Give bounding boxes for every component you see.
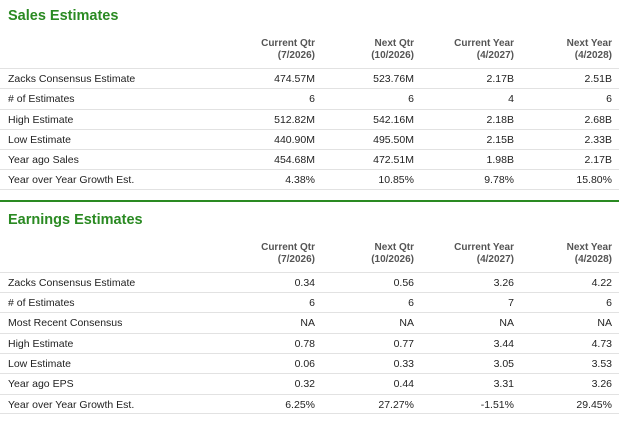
- table-cell: 3.26: [493, 276, 514, 289]
- table-cell: 6: [309, 93, 315, 106]
- row-label: Year ago Sales: [8, 154, 79, 167]
- table-row: Zacks Consensus Estimate 474.57M 523.76M 2.…: [0, 68, 619, 88]
- table-cell: 474.57M: [274, 73, 315, 85]
- table-row: Year over Year Growth Est. 4.38% 10.85% 9.7…: [0, 169, 619, 190]
- table-cell: NA: [399, 317, 414, 330]
- table-row: Low Estimate 0.06 0.33 3.05 3.53: [0, 352, 619, 373]
- table-row: High Estimate 0.78 0.77 3.44 4.73: [0, 332, 619, 353]
- table-cell: 3.26: [591, 378, 612, 391]
- table-cell: 440.90M: [274, 133, 315, 146]
- table-cell: 3.31: [493, 378, 514, 391]
- table-cell: 2.18B: [486, 113, 514, 126]
- table-cell: 0.78: [294, 337, 315, 350]
- table-cell: 0.44: [393, 378, 414, 391]
- sales-header-next-qtr: Next Qtr (10/2026): [371, 38, 414, 61]
- table-cell: 4.22: [591, 276, 612, 289]
- earnings-header-current-year: Current Year (4/2027): [454, 241, 514, 265]
- earnings-header-row: Current Qtr (7/2026) Next Qtr (10/2026) Cu…: [0, 232, 619, 272]
- earnings-header-next-qtr: Next Qtr (10/2026): [371, 241, 414, 265]
- row-label: Year over Year Growth Est.: [8, 398, 135, 411]
- table-cell: 7: [508, 297, 514, 310]
- row-label: Zacks Consensus Estimate: [8, 73, 136, 85]
- earnings-estimates-section: Earnings Estimates Current Qtr (7/2026) N…: [0, 202, 619, 414]
- earnings-header-next-year: Next Year (4/2028): [566, 241, 612, 265]
- table-row: Year ago EPS 0.32 0.44 3.31 3.26: [0, 373, 619, 393]
- sales-estimates-title: Sales Estimates: [8, 8, 119, 24]
- table-cell: 2.15B: [486, 133, 514, 146]
- table-cell: 6.25%: [285, 398, 315, 411]
- table-cell: 6: [408, 297, 414, 310]
- table-cell: 0.56: [393, 276, 414, 289]
- table-cell: 9.78%: [484, 174, 514, 187]
- sales-header-current-qtr: Current Qtr (7/2026): [261, 38, 315, 61]
- table-cell: 6: [606, 297, 612, 310]
- table-row: # of Estimates 6 6 7 6: [0, 292, 619, 312]
- table-row: Low Estimate 440.90M 495.50M 2.15B 2.33B: [0, 128, 619, 149]
- table-cell: NA: [597, 317, 612, 330]
- table-row: Year over Year Growth Est. 6.25% 27.27% -1.…: [0, 393, 619, 414]
- table-cell: 4.73: [591, 337, 612, 350]
- row-label: Year over Year Growth Est.: [8, 174, 135, 187]
- table-cell: 0.33: [393, 357, 414, 370]
- table-cell: 1.98B: [486, 154, 514, 167]
- table-row: Zacks Consensus Estimate 0.34 0.56 3.26 4.22: [0, 271, 619, 292]
- table-cell: 454.68M: [274, 154, 315, 167]
- sales-estimates-section: Sales Estimates Current Qtr (7/2026) Next…: [0, 0, 619, 202]
- table-cell: 523.76M: [373, 73, 414, 85]
- row-label: Zacks Consensus Estimate: [8, 276, 136, 289]
- earnings-header-current-qtr: Current Qtr (7/2026): [261, 241, 315, 265]
- table-cell: 0.32: [294, 378, 315, 391]
- table-cell: 6: [309, 297, 315, 310]
- table-cell: 2.17B: [584, 154, 612, 167]
- table-row: # of Estimates 6 6 4 6: [0, 88, 619, 108]
- row-label: Low Estimate: [8, 357, 72, 370]
- sales-header-row: Current Qtr (7/2026) Next Qtr (10/2026) Cu…: [0, 28, 619, 68]
- table-cell: NA: [300, 317, 315, 330]
- row-label: # of Estimates: [8, 93, 75, 106]
- table-row: Year ago Sales 454.68M 472.51M 1.98B 2.17B: [0, 149, 619, 169]
- sales-header-current-year: Current Year (4/2027): [454, 38, 514, 61]
- table-cell: 2.17B: [486, 73, 514, 85]
- row-label: Low Estimate: [8, 133, 72, 146]
- table-cell: 495.50M: [373, 133, 414, 146]
- table-cell: 512.82M: [274, 113, 315, 126]
- table-cell: 0.77: [393, 337, 414, 350]
- table-cell: 4: [508, 93, 514, 106]
- table-cell: 10.85%: [378, 174, 414, 187]
- row-label: # of Estimates: [8, 297, 75, 310]
- row-label: Year ago EPS: [8, 378, 74, 391]
- table-cell: 3.44: [493, 337, 514, 350]
- table-cell: NA: [499, 317, 514, 330]
- table-row: High Estimate 512.82M 542.16M 2.18B 2.68B: [0, 108, 619, 129]
- table-cell: 2.33B: [584, 133, 612, 146]
- row-label: High Estimate: [8, 113, 74, 126]
- earnings-estimates-title: Earnings Estimates: [8, 211, 143, 228]
- table-cell: 27.27%: [378, 398, 414, 411]
- table-cell: 29.45%: [576, 398, 612, 411]
- row-label: Most Recent Consensus: [8, 317, 123, 330]
- table-row: Most Recent Consensus NA NA NA NA: [0, 312, 619, 332]
- table-cell: 3.05: [493, 357, 514, 370]
- table-cell: 3.53: [591, 357, 612, 370]
- table-cell: 6: [606, 93, 612, 106]
- table-cell: 0.34: [294, 276, 315, 289]
- sales-header-next-year: Next Year (4/2028): [566, 38, 612, 61]
- table-cell: 6: [408, 93, 414, 106]
- table-cell: 4.38%: [285, 174, 315, 187]
- table-cell: -1.51%: [480, 398, 514, 411]
- table-cell: 2.51B: [584, 73, 612, 85]
- table-cell: 472.51M: [373, 154, 414, 167]
- table-cell: 2.68B: [584, 113, 612, 126]
- row-label: High Estimate: [8, 337, 74, 350]
- table-cell: 15.80%: [576, 174, 612, 187]
- table-cell: 0.06: [294, 357, 315, 370]
- section-divider: [0, 199, 619, 202]
- table-cell: 542.16M: [373, 113, 414, 126]
